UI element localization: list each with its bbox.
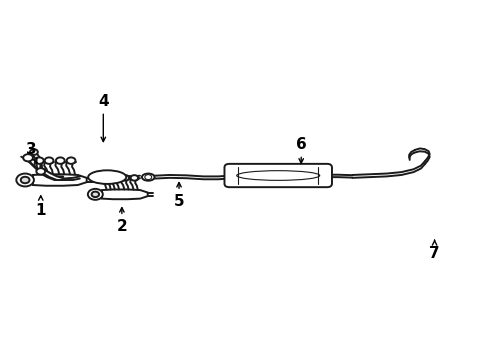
Circle shape (35, 157, 44, 164)
Text: 2: 2 (117, 208, 127, 234)
Text: 3: 3 (25, 142, 37, 163)
Text: 6: 6 (296, 137, 307, 163)
Ellipse shape (88, 170, 126, 184)
Circle shape (16, 174, 34, 186)
Polygon shape (33, 174, 87, 186)
Polygon shape (102, 189, 147, 199)
Circle shape (45, 157, 53, 164)
FancyBboxPatch shape (224, 164, 332, 187)
Circle shape (88, 189, 103, 200)
Text: 1: 1 (35, 196, 46, 218)
Ellipse shape (142, 174, 155, 181)
Circle shape (36, 168, 45, 175)
Circle shape (30, 149, 38, 155)
Circle shape (56, 157, 65, 164)
Circle shape (145, 175, 152, 180)
Text: 5: 5 (174, 183, 184, 209)
Circle shape (131, 175, 138, 181)
Circle shape (104, 175, 111, 181)
Text: 7: 7 (429, 240, 440, 261)
Polygon shape (37, 169, 63, 180)
Text: 4: 4 (98, 94, 109, 141)
Circle shape (122, 175, 129, 181)
Circle shape (112, 175, 120, 181)
Circle shape (21, 177, 29, 183)
Circle shape (23, 154, 33, 161)
Circle shape (67, 157, 75, 164)
Circle shape (92, 192, 99, 197)
